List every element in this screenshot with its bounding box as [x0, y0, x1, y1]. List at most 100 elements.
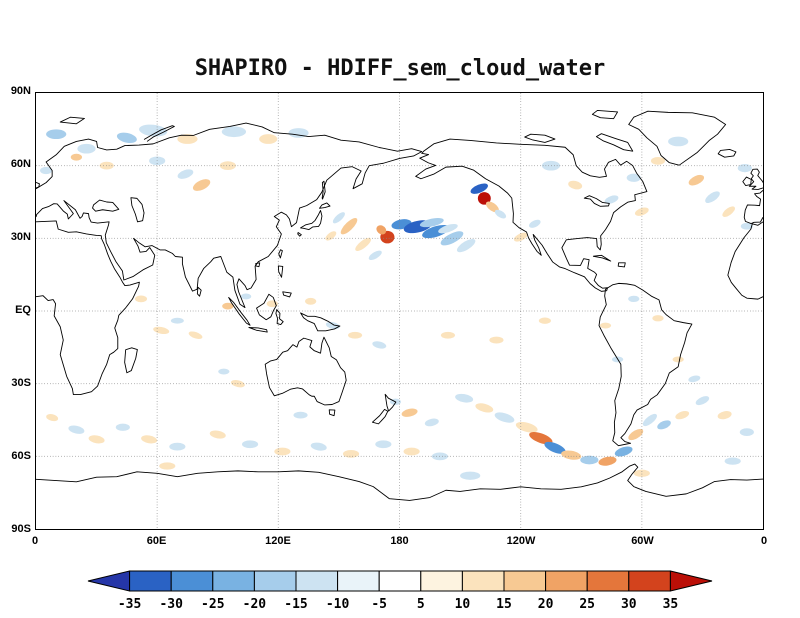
colorbar: -35 -30 -25 -20 -15 -10 -5 5 10 15 20 25 30 35 — [87, 570, 713, 612]
coastline-eurasia — [36, 123, 422, 308]
anomaly-blob — [705, 191, 720, 203]
anomaly-blob — [737, 163, 752, 173]
anomaly-blob — [440, 331, 456, 339]
anomaly-blob — [568, 180, 583, 190]
anomaly-blob — [177, 169, 194, 179]
colorbar-arrow-right — [669, 570, 713, 592]
anomaly-blob — [340, 218, 358, 235]
coastline-africa — [36, 221, 139, 395]
anomaly-blob — [99, 161, 114, 170]
colorbar-cell — [503, 570, 547, 592]
anomaly-blob — [672, 356, 684, 363]
colorbar-cell — [253, 570, 297, 592]
y-tick-eq: EQ — [15, 304, 31, 316]
colorbar-label: -30 — [159, 597, 183, 612]
colorbar-label: -5 — [371, 597, 387, 612]
anomaly-blob — [240, 293, 252, 300]
anomaly-blob — [169, 442, 186, 451]
colorbar-cell — [378, 570, 422, 592]
anomaly-blob — [668, 136, 689, 147]
anomaly-blob — [310, 442, 327, 451]
anomaly-blob — [70, 153, 83, 161]
anomaly-blob — [628, 295, 640, 303]
coastline-luzon — [278, 266, 282, 277]
anomaly-blob — [489, 336, 504, 344]
colorbar-label: -10 — [326, 597, 350, 612]
coastline-sulawesi — [276, 310, 283, 325]
anomaly-blob — [153, 326, 170, 334]
coastline-antarctica — [36, 464, 763, 500]
colorbar-label: -35 — [118, 597, 141, 612]
anomaly-blob — [717, 411, 732, 420]
coastline-britain-west — [749, 169, 763, 189]
x-tick-60e: 60E — [146, 535, 167, 547]
coastline-tasmania — [329, 410, 335, 416]
anomaly-blob — [274, 447, 291, 456]
anomaly-blob — [222, 302, 234, 310]
colorbar-cell — [295, 570, 339, 592]
anomaly-blob — [159, 462, 176, 470]
anomaly-blob — [209, 430, 226, 439]
anomaly-blob — [332, 212, 345, 224]
anomaly-blob — [40, 166, 53, 175]
anomaly-blob — [544, 441, 566, 454]
colorbar-cell — [129, 570, 172, 592]
y-tick-60n: 60N — [10, 158, 31, 170]
anomaly-blob — [401, 408, 418, 417]
anomaly-blob — [657, 420, 671, 430]
anomaly-blob — [724, 457, 741, 465]
anomaly-blob — [628, 428, 644, 441]
coastline-svalbard — [60, 117, 84, 124]
anomaly-blob — [368, 250, 382, 261]
coastline-ellesmere-island — [592, 110, 617, 118]
anomaly-blob — [740, 222, 753, 230]
anomaly-blob — [599, 322, 612, 329]
anomaly-blob — [218, 368, 230, 375]
anomaly-blob — [561, 450, 582, 460]
coastline-hispaniola — [618, 263, 625, 267]
anomaly-blob — [513, 232, 528, 242]
anomaly-blob — [626, 173, 641, 182]
anomaly-blob — [515, 421, 538, 433]
anomaly-field — [40, 124, 754, 480]
anomaly-blob — [460, 471, 481, 480]
coastline-new-guinea — [301, 313, 340, 331]
anomaly-blob — [325, 321, 340, 330]
anomaly-blob — [485, 201, 499, 213]
coastline-borneo — [257, 294, 277, 319]
coastline-hainan — [256, 263, 260, 267]
anomaly-blob — [304, 297, 317, 305]
anomaly-blob — [739, 428, 754, 436]
coastline-kyushu — [298, 233, 302, 237]
coastline-baffin-island — [596, 134, 632, 151]
colorbar-cell — [170, 570, 214, 592]
coastlines — [36, 110, 763, 500]
coastline-cuba — [593, 255, 610, 261]
anomaly-blob — [604, 195, 619, 204]
x-tick-180: 180 — [390, 535, 409, 547]
x-tick-0-left: 0 — [31, 535, 39, 547]
coastline-novaya-zemlya — [144, 126, 174, 142]
anomaly-blob — [149, 156, 166, 166]
coastline-south-america — [599, 283, 692, 445]
colorbar-cell — [545, 570, 588, 592]
anomaly-blob — [355, 237, 372, 252]
anomaly-blob — [652, 315, 664, 322]
anomaly-blob — [650, 156, 666, 165]
anomaly-blob — [541, 160, 561, 171]
anomaly-blob — [475, 403, 494, 413]
anomaly-blob — [419, 218, 444, 228]
colorbar-label: 25 — [579, 597, 595, 612]
coastline-britain-east — [36, 182, 39, 188]
anomaly-blob — [375, 440, 392, 449]
anomaly-blob — [188, 331, 203, 339]
coastline-new-zealand-south — [372, 409, 387, 424]
anomaly-blob — [192, 179, 211, 191]
coastline-mindanao — [283, 292, 291, 297]
colorbar-arrow-left — [87, 570, 131, 592]
coastline-australia — [265, 337, 346, 405]
anomaly-blob — [348, 331, 363, 339]
anomaly-blob — [477, 192, 491, 205]
x-tick-0-right: 0 — [760, 535, 768, 547]
